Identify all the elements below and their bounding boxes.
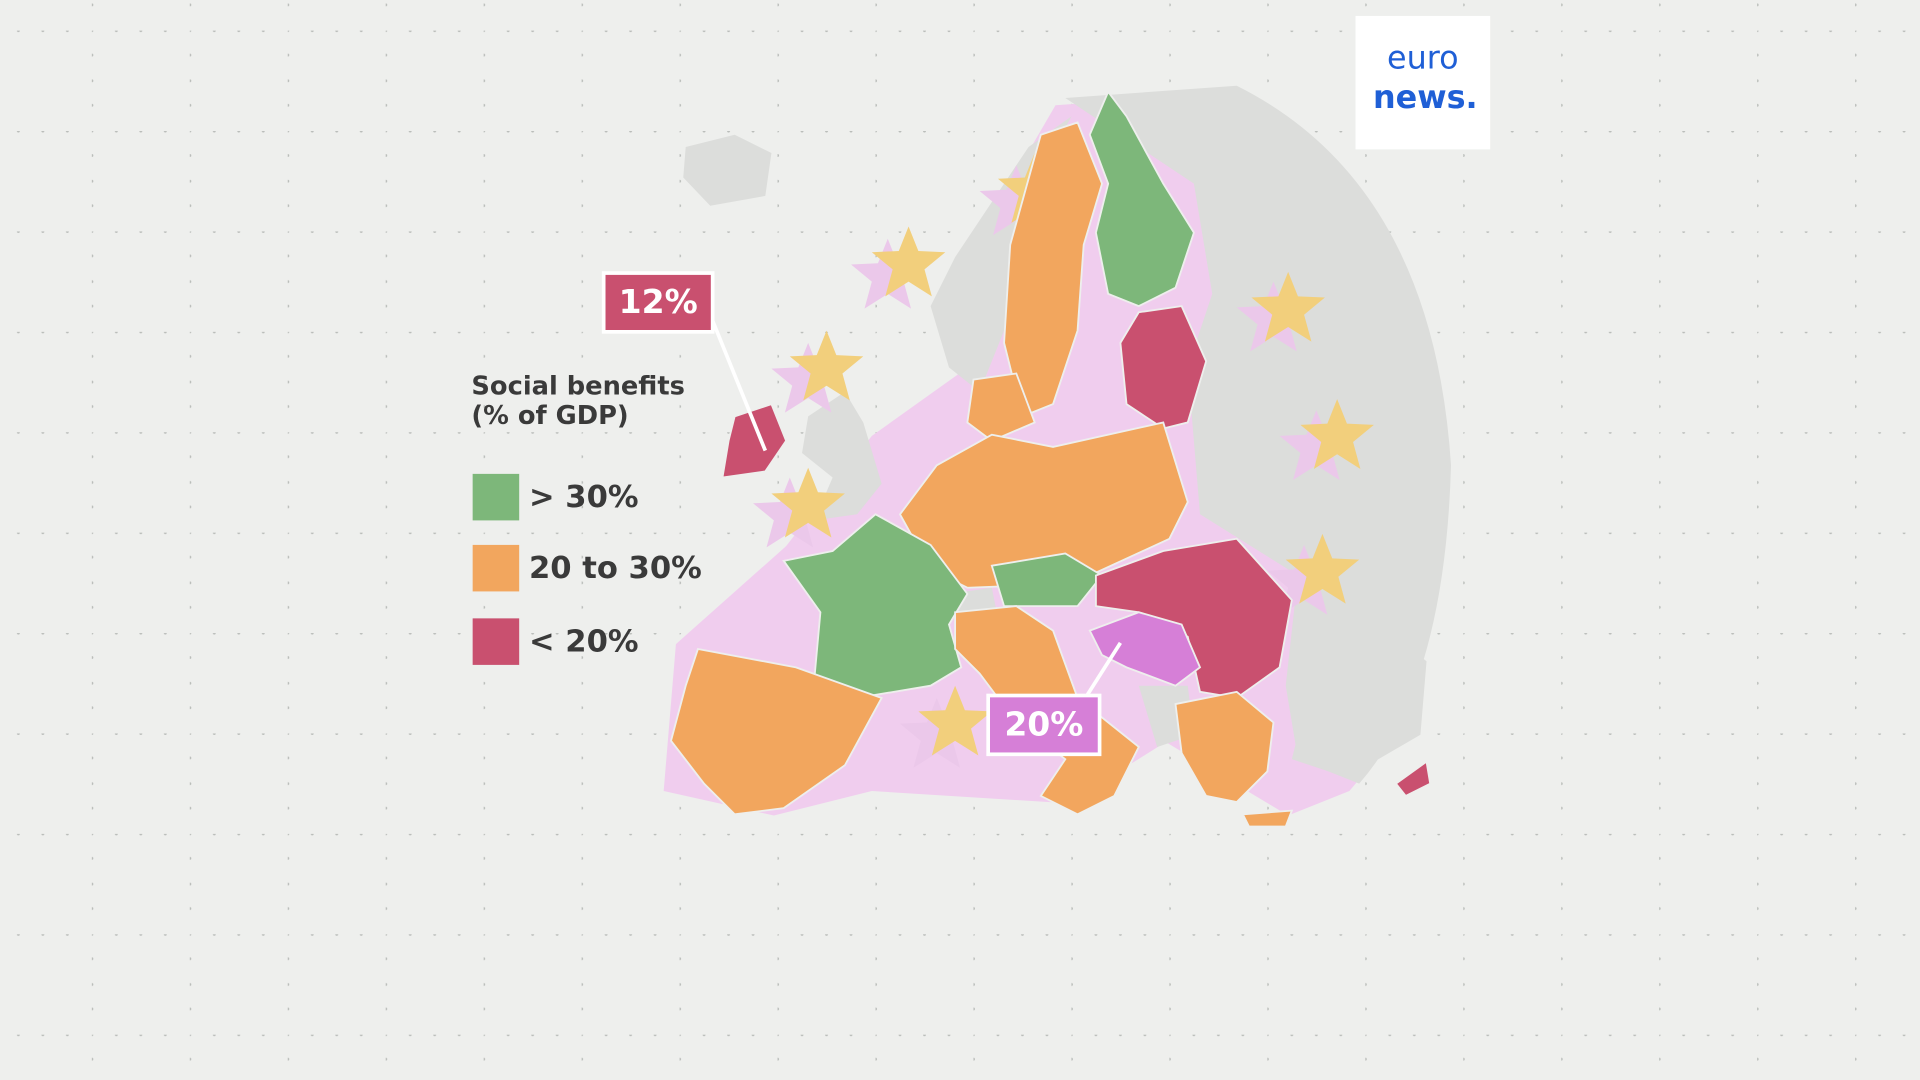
ireland [721, 402, 788, 479]
callout-ireland: 12% [601, 271, 768, 452]
iceland [683, 134, 772, 206]
turkey [1291, 636, 1427, 778]
crete [1241, 809, 1294, 828]
legend-label: > 30% [529, 480, 639, 515]
eastern-europe [1065, 85, 1452, 784]
legend-title: Social benefits [471, 371, 685, 401]
eu-countries [670, 90, 1432, 828]
logo-text: news. [1373, 78, 1478, 116]
iberia [670, 647, 883, 816]
callout-label: 20% [1004, 705, 1083, 744]
baltics [1119, 305, 1208, 430]
croatia-slovenia [1088, 611, 1202, 687]
legend-title: (% of GDP) [471, 401, 628, 431]
finland [1088, 90, 1195, 308]
legend: Social benefits (% of GDP) > 30% 20 to 3… [471, 371, 702, 665]
logo-text: euro [1387, 39, 1459, 77]
cyprus [1394, 760, 1432, 798]
callout-label: 12% [619, 282, 698, 321]
callout-box [601, 271, 715, 334]
leader-line [710, 320, 768, 452]
france [782, 513, 969, 699]
norway [930, 116, 1072, 392]
legend-swatch [472, 473, 520, 521]
denmark [966, 372, 1036, 442]
greece [1174, 690, 1275, 804]
legend-label: < 20% [529, 624, 639, 659]
legend-swatch [472, 544, 520, 592]
logo-box [1355, 15, 1491, 150]
uk [802, 391, 882, 521]
logo: euro news. [1355, 15, 1491, 150]
callout-croatia: 20% [986, 641, 1122, 757]
legend-swatch [472, 618, 520, 665]
sweden [1003, 121, 1104, 418]
callout-box [986, 693, 1102, 757]
legend-label: 20 to 30% [529, 551, 702, 586]
austria [990, 552, 1104, 608]
